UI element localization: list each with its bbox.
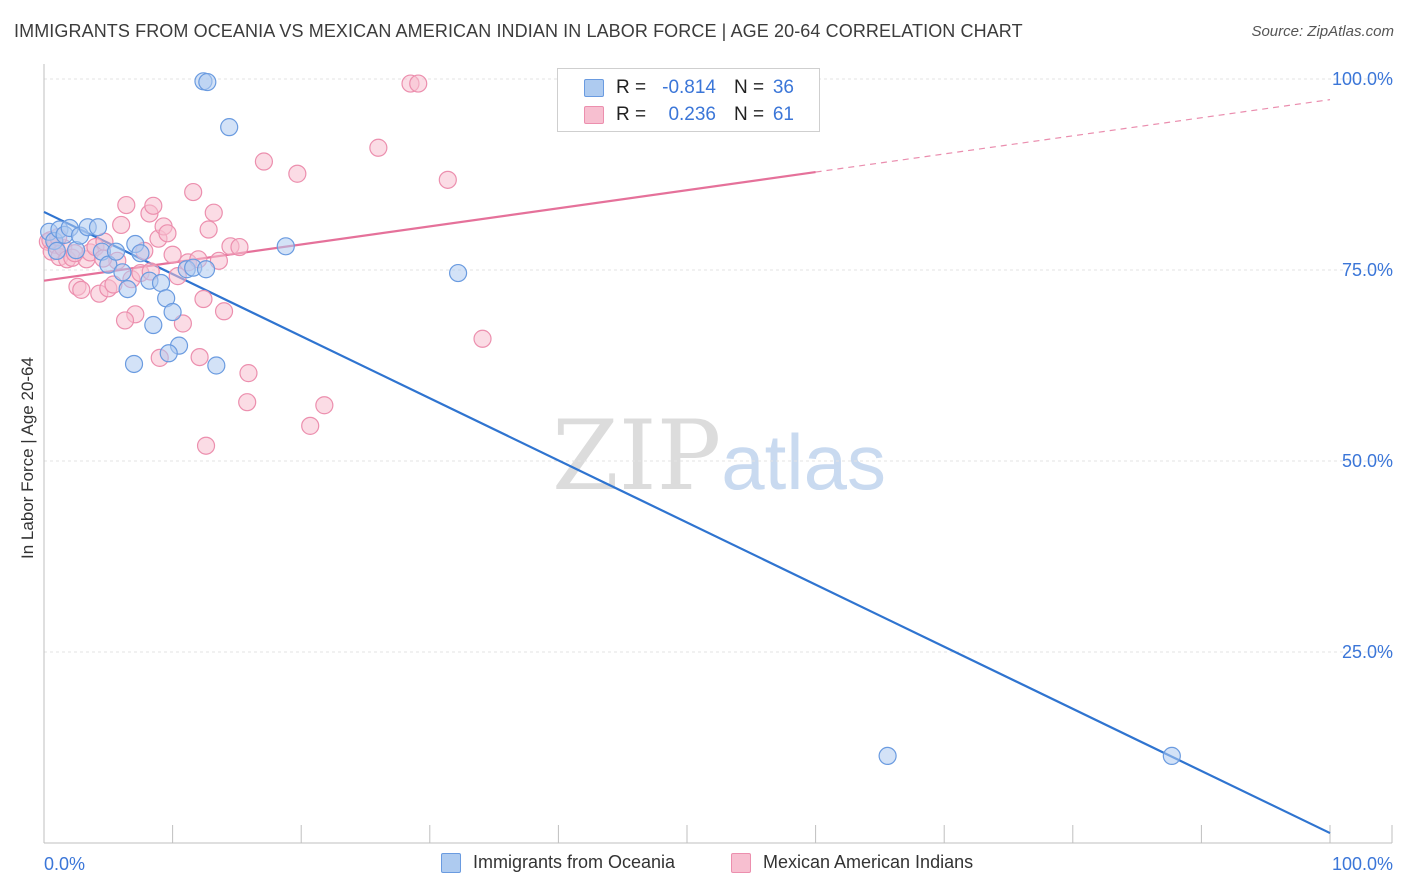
point-oceania [113,263,132,282]
legend-r-value: -0.814 [662,77,716,98]
point-mexican [209,251,228,270]
bottom-legend-swatch-blue [441,853,461,873]
data-points [38,72,1181,766]
point-mexican [238,393,257,412]
point-oceania [131,244,150,263]
legend-n-label: N = [734,77,765,98]
legend-r-label: R = [616,104,647,125]
point-mexican [173,314,192,333]
point-oceania [88,218,108,237]
point-mexican [438,170,457,189]
point-mexican [239,364,258,383]
point-mexican [194,289,213,309]
point-mexican [163,245,182,264]
legend-n-value: 61 [772,104,794,125]
legend-swatch-pink [584,106,604,124]
legend-row-mexican: R = 0.236 N = 61 [558,101,819,127]
x-tick-label: 100.0% [1332,854,1393,874]
point-oceania [124,354,144,374]
point-mexican [158,224,177,243]
trend-lines [43,99,1331,835]
legend-n-label: N = [734,104,765,125]
point-oceania [198,72,217,92]
bottom-legend-swatch-pink [731,853,751,873]
point-mexican [214,302,234,321]
legend-n-value: 36 [772,77,794,98]
source-label: Source: ZipAtlas.com [1251,23,1394,40]
legend-r-value: 0.236 [668,104,716,125]
point-oceania [118,280,137,299]
y-tick-label: 50.0% [1342,451,1393,471]
point-mexican [204,203,223,222]
trend-line-mexican-dashed [815,99,1331,173]
point-mexican [199,220,218,239]
point-mexican [315,396,334,415]
x-tick-label: 0.0% [44,854,85,874]
point-oceania [1162,746,1181,766]
point-oceania [878,746,897,766]
point-oceania [448,263,468,283]
trend-line-oceania [43,210,1331,835]
bottom-legend-label: Immigrants from Oceania [473,852,676,872]
point-mexican [288,164,307,183]
point-mexican [409,74,428,93]
point-mexican [184,182,203,202]
bottom-legend-label: Mexican American Indians [763,852,974,872]
point-mexican [369,138,388,157]
y-axis-label: In Labor Force | Age 20-64 [18,357,37,559]
point-mexican [115,311,135,330]
point-oceania [207,356,226,375]
y-tick-label: 25.0% [1342,642,1393,662]
chart-title: IMMIGRANTS FROM OCEANIA VS MEXICAN AMERI… [14,21,1023,41]
legend-swatch-blue [584,79,604,97]
point-mexican [72,280,91,299]
correlation-legend: R = -0.814 N = 36 R = 0.236 N = 61 [557,68,820,132]
point-oceania [47,241,66,260]
point-oceania [151,273,171,293]
point-mexican [473,329,492,348]
point-mexican [196,436,216,455]
point-mexican [117,195,136,215]
point-oceania [144,315,163,335]
point-mexican [112,215,131,235]
legend-r-label: R = [616,77,647,98]
tick-labels: 25.0% 50.0% 75.0% 100.0% 0.0% 100.0% [44,69,1393,874]
point-oceania [163,302,182,322]
point-oceania [276,237,295,256]
point-mexican [144,196,163,215]
point-oceania [106,242,126,261]
y-tick-label: 75.0% [1342,260,1393,280]
point-oceania [220,118,239,137]
point-oceania [196,260,216,279]
y-tick-label: 100.0% [1332,69,1393,89]
axes [43,64,1393,844]
point-oceania [159,344,178,363]
point-mexican [190,347,209,367]
point-mexican [254,152,274,171]
point-mexican [230,237,249,257]
point-mexican [301,416,320,435]
legend-row-oceania: R = -0.814 N = 36 [558,74,819,100]
